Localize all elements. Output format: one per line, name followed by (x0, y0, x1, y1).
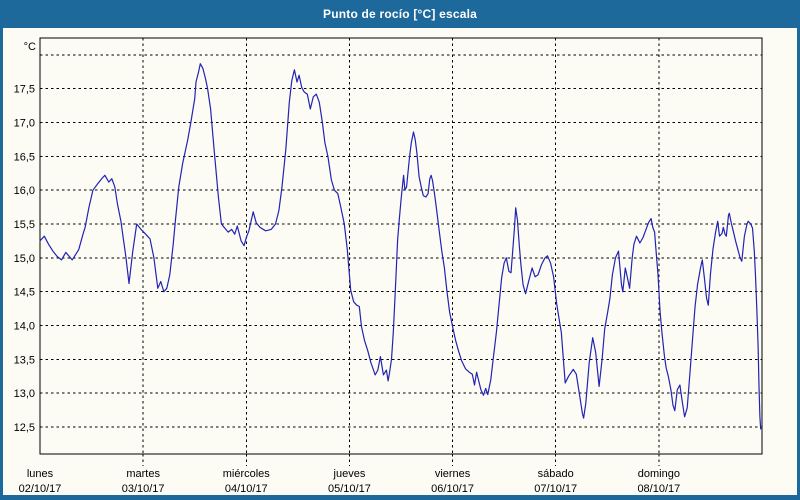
page-title: Punto de rocío [°C] escala (322, 7, 478, 21)
x-day-date: 03/10/17 (122, 483, 165, 495)
x-day-date: 06/10/17 (431, 483, 474, 495)
y-tick-label: 14,5 (14, 287, 35, 299)
y-tick-label: 16,5 (14, 151, 35, 163)
x-day-name: domingo (638, 468, 680, 480)
y-tick-label: 12,5 (14, 422, 35, 434)
y-tick-label: 15,0 (14, 253, 35, 265)
x-day-name: martes (126, 468, 160, 480)
title-bar: Punto de rocío [°C] escala (0, 0, 800, 28)
y-tick-label: 16,0 (14, 185, 35, 197)
x-day-date: 08/10/17 (637, 483, 680, 495)
x-day-name: miércoles (223, 468, 271, 480)
y-axis-unit-label: °C (24, 41, 36, 53)
dew-point-line-chart: 12,5 13,0 13,5 14,0 14,5 15,0 15,5 16,0 16,5 17,0… (14, 37, 763, 495)
x-day-name: lunes (27, 468, 54, 480)
x-day-date: 02/10/17 (19, 483, 62, 495)
chart-area: 12,5 13,0 13,5 14,0 14,5 15,0 15,5 16,0 16,5 17,0… (3, 28, 797, 495)
y-tick-label: 17,0 (14, 118, 35, 130)
y-tick-label: 14,0 (14, 320, 35, 332)
dew-point-series-line (39, 63, 762, 430)
x-day-name: viernes (435, 468, 471, 480)
x-day-date: 07/10/17 (534, 483, 577, 495)
x-day-name: jueves (333, 468, 366, 480)
y-tick-label: 13,5 (14, 354, 35, 366)
x-day-date: 05/10/17 (328, 483, 371, 495)
y-tick-label: 15,5 (14, 219, 35, 231)
x-day-date: 04/10/17 (225, 483, 268, 495)
y-tick-label: 17,5 (14, 84, 35, 96)
x-day-name: sábado (538, 468, 574, 480)
y-tick-label: 13,0 (14, 388, 35, 400)
plot-frame (39, 37, 763, 455)
